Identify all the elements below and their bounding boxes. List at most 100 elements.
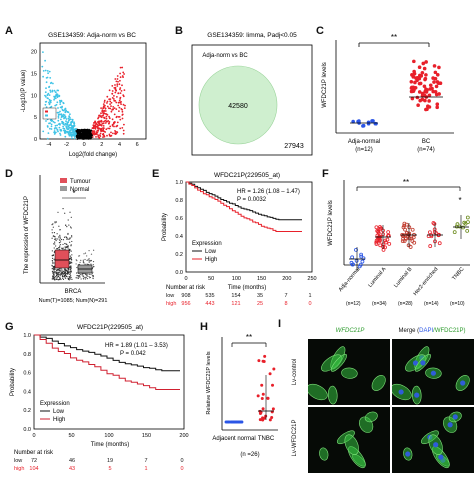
d-point-normal bbox=[85, 274, 88, 276]
c-point-bc bbox=[427, 99, 431, 103]
volcano-point bbox=[102, 127, 104, 129]
volcano-point bbox=[119, 72, 121, 75]
volcano-point bbox=[106, 100, 109, 103]
risk-cell: high bbox=[166, 301, 176, 307]
volcano-point bbox=[96, 133, 98, 136]
volcano-point bbox=[93, 133, 95, 136]
d-point-tumour bbox=[54, 271, 56, 273]
nucleus bbox=[405, 451, 411, 457]
cell bbox=[327, 385, 338, 405]
d-point-normal bbox=[78, 275, 81, 277]
volcano-point bbox=[98, 137, 101, 140]
d-point-tumour bbox=[64, 246, 66, 248]
axis-tick: 1.0 bbox=[175, 180, 183, 186]
risk-cell: 7 bbox=[144, 458, 147, 464]
volcano-point bbox=[102, 122, 105, 125]
d-point-normal bbox=[92, 275, 95, 277]
volcano-point bbox=[91, 134, 93, 137]
panel-letter-b: B bbox=[175, 25, 183, 37]
c-point-normal bbox=[361, 124, 365, 128]
d-point-tumour bbox=[70, 275, 72, 277]
d-point-tumour bbox=[67, 278, 69, 280]
d-point-tumour bbox=[67, 276, 69, 278]
volcano-point bbox=[111, 85, 114, 87]
i-col1-label: WFDC21P bbox=[335, 328, 365, 334]
volcano-point bbox=[113, 113, 116, 116]
scatter-f: ** * WFDC21P levels Adja-normal Luminal A… bbox=[328, 178, 470, 307]
d-point-normal bbox=[90, 259, 93, 262]
volcano-point bbox=[48, 103, 51, 106]
d-point-tumour bbox=[67, 268, 69, 270]
d-point-normal bbox=[81, 273, 84, 275]
h-point-tnbc bbox=[271, 407, 275, 411]
volcano-point bbox=[75, 128, 77, 131]
volcano-point bbox=[57, 89, 60, 92]
volcano-point bbox=[120, 103, 122, 105]
d-point-tumour bbox=[54, 221, 56, 223]
d-point-tumour bbox=[55, 238, 57, 240]
volcano-point bbox=[47, 72, 49, 75]
d-point-tumour bbox=[56, 277, 58, 279]
c-point-normal bbox=[366, 121, 371, 126]
volcano-point bbox=[111, 92, 114, 95]
f-point bbox=[412, 240, 417, 245]
f-point bbox=[407, 236, 412, 241]
d-point-tumour bbox=[61, 269, 63, 271]
risk-cell: 0 bbox=[180, 458, 183, 464]
d-point-tumour bbox=[51, 232, 53, 234]
risk-cell: 121 bbox=[231, 301, 240, 307]
d-point-normal bbox=[88, 250, 90, 252]
d-point-tumour bbox=[51, 278, 53, 280]
d-point-tumour bbox=[68, 257, 71, 260]
volcano-point bbox=[78, 133, 81, 135]
panel-h: H ** Relative WFDC21P levels Adjacent no… bbox=[200, 315, 280, 474]
d-point-normal bbox=[83, 253, 85, 255]
volcano-point bbox=[101, 129, 104, 132]
micro-control-green bbox=[308, 339, 390, 405]
f-point bbox=[385, 237, 390, 242]
h-point-tnbc bbox=[272, 367, 276, 371]
volcano-plot: GSE134359: Adja-norm vs BC -4 -2 0 2 4 6 0 5 10… bbox=[21, 32, 147, 158]
volcano-point bbox=[95, 131, 98, 133]
volcano-point bbox=[108, 89, 111, 92]
d-point-tumour bbox=[55, 271, 57, 273]
volcano-point bbox=[121, 114, 124, 116]
h-point-tnbc bbox=[258, 418, 262, 422]
volcano-point bbox=[58, 126, 61, 129]
d-point-normal bbox=[92, 277, 94, 279]
volcano-x-tick: -4 bbox=[46, 142, 51, 148]
volcano-point bbox=[56, 124, 58, 127]
f-point bbox=[406, 232, 411, 237]
volcano-point bbox=[46, 97, 49, 99]
c-point-bc bbox=[437, 65, 441, 70]
d-point-normal bbox=[92, 271, 94, 273]
volcano-point bbox=[71, 133, 74, 135]
volcano-point bbox=[116, 75, 119, 77]
c-point-normal bbox=[373, 121, 378, 126]
volcano-point bbox=[119, 118, 122, 121]
d-point-tumour bbox=[69, 267, 71, 269]
d-point-tumour bbox=[58, 239, 61, 241]
e-y-label: Probability bbox=[162, 213, 168, 241]
venn-circle bbox=[198, 65, 278, 145]
volcano-point bbox=[108, 133, 111, 136]
d-point-tumour bbox=[67, 271, 69, 274]
volcano-point bbox=[103, 117, 106, 119]
volcano-point bbox=[117, 80, 119, 83]
d-point-normal bbox=[75, 263, 77, 265]
sig-f-tnbc: * bbox=[458, 196, 461, 205]
volcano-point bbox=[45, 96, 47, 98]
volcano-point bbox=[44, 59, 46, 62]
d-point-tumour bbox=[65, 269, 67, 271]
d-point-tumour bbox=[54, 243, 56, 245]
volcano-point bbox=[111, 109, 113, 111]
d-point-tumour bbox=[55, 272, 58, 275]
f-point bbox=[461, 225, 465, 230]
d-point-tumour bbox=[69, 261, 71, 263]
volcano-point bbox=[105, 115, 108, 118]
d-point-tumour bbox=[59, 269, 61, 271]
c-point-bc bbox=[423, 77, 427, 82]
volcano-point bbox=[111, 90, 114, 92]
d-point-normal bbox=[89, 260, 91, 262]
d-point-tumour bbox=[51, 262, 54, 264]
